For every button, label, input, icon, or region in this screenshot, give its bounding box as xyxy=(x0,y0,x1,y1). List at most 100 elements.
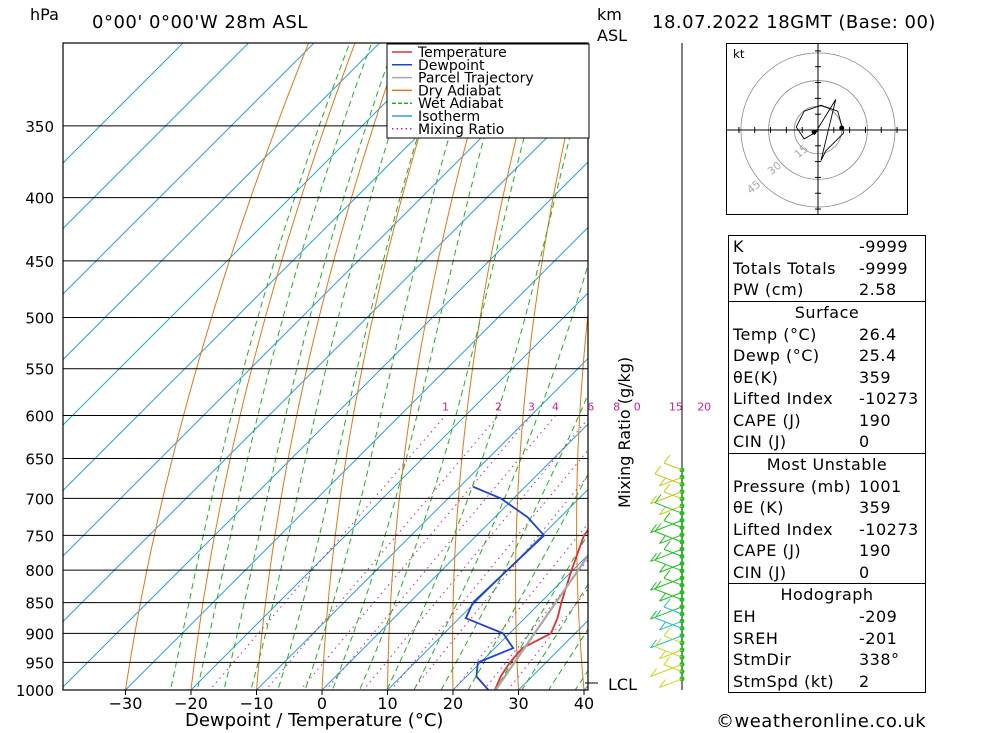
wind-barb xyxy=(659,476,683,487)
pressure-tick-label: 550 xyxy=(25,361,54,379)
wind-barb-flag xyxy=(650,524,657,533)
wind-barb-flag xyxy=(659,592,666,602)
pressure-tick-label: 400 xyxy=(25,190,54,208)
wind-barb xyxy=(654,617,683,629)
datetime-label: 18.07.2022 18GMT (Base: 00) xyxy=(652,12,936,33)
wind-barb-flag xyxy=(663,483,671,493)
index-label: CAPE (J) xyxy=(733,410,802,430)
hodograph-unit: kt xyxy=(733,47,745,61)
wind-barb-flag xyxy=(654,494,662,504)
index-value: 0 xyxy=(859,432,870,451)
wind-barb xyxy=(659,563,683,573)
index-value: 2 xyxy=(859,671,870,691)
hodo-row: StmSpd (kt) 2 xyxy=(729,671,925,693)
index-value: 338° xyxy=(859,650,900,669)
wind-barb xyxy=(663,606,683,615)
skewt-chart: 3504004505005506006507007508008509009501… xyxy=(16,0,720,731)
series-parcel-trajectory xyxy=(494,553,588,690)
pressure-tick-label: 900 xyxy=(25,625,54,643)
index-label: StmDir xyxy=(733,650,792,669)
pressure-axis: 350 400 450 500 550 600 650 700 750 800 850 900 950 1… xyxy=(16,118,54,700)
wind-barb xyxy=(650,663,683,678)
index-value: -10273 xyxy=(859,519,919,539)
surface-row: Temp (°C) 26.4 xyxy=(729,324,925,346)
index-value: 190 xyxy=(859,541,892,560)
x-tick-label: 30 xyxy=(508,694,528,713)
wind-barb-flag xyxy=(663,454,671,464)
index-label: StmSpd (kt) xyxy=(733,671,835,691)
most-unstable-title: Most Unstable xyxy=(766,454,888,474)
wind-barb-flag xyxy=(659,564,666,573)
index-value: -9999 xyxy=(859,237,908,256)
isotherm-line xyxy=(190,292,588,690)
wind-profile xyxy=(650,43,685,690)
index-label: CIN (J) xyxy=(733,562,787,582)
mixing-ratio-line xyxy=(265,415,499,690)
mixing-ratio-line xyxy=(412,474,588,690)
surface-row: CAPE (J) 190 xyxy=(729,410,925,432)
hodo-row: SREH -201 xyxy=(729,628,925,650)
index-label: CIN (J) xyxy=(733,432,787,451)
isotherm-line xyxy=(63,43,184,164)
x-tick-label: 20 xyxy=(443,694,463,713)
surface-row: Dewp (°C) 25.4 xyxy=(729,345,925,367)
indices-panel: K -9999 Totals Totals -9999 PW (cm) 2.58 Su… xyxy=(728,235,926,693)
most-unstable-indices: Most Unstable Pressure (mb) 1001 θE (K) 35… xyxy=(728,453,926,584)
mixing-ratio-label: 20 xyxy=(697,400,711,413)
isotherm-line xyxy=(63,43,381,361)
index-label: Lifted Index xyxy=(733,519,834,539)
wind-barb-flag xyxy=(650,581,657,591)
pressure-tick-label: 800 xyxy=(25,562,54,580)
index-label: PW (cm) xyxy=(733,280,804,299)
isotherm-line xyxy=(63,43,250,230)
surface-row: Lifted Index -10273 xyxy=(729,388,925,410)
index-label: K xyxy=(733,237,744,256)
wind-barb-flag xyxy=(663,569,671,579)
index-value: -10273 xyxy=(859,389,919,408)
temperature-axis: −30 −20 −10 0 10 20 30 40 xyxy=(109,690,594,713)
pressure-tick-label: 1000 xyxy=(16,682,54,700)
wet-adiabat-line xyxy=(494,533,588,690)
x-tick-label: 0 xyxy=(317,694,327,713)
legend-entry: Isotherm xyxy=(418,109,480,125)
wind-barb xyxy=(659,534,683,545)
wind-barb xyxy=(659,649,683,660)
wind-barb-flag xyxy=(659,477,666,487)
index-label: SREH xyxy=(733,628,779,648)
isotherm-line xyxy=(63,43,315,295)
legend-entry: Parcel Trajectory xyxy=(418,71,534,87)
wet-adiabat-line xyxy=(304,43,478,690)
wind-barb-flag xyxy=(654,523,662,532)
dry-adiabat-line xyxy=(190,43,356,690)
mixing-ratio-label: 8 xyxy=(613,400,620,413)
pressure-tick-label: 600 xyxy=(25,407,54,425)
wind-barb-flag xyxy=(654,551,662,561)
series-temperature xyxy=(494,528,588,690)
hodo-row: StmDir 338° xyxy=(729,649,925,671)
index-value: 25.4 xyxy=(859,346,897,365)
surface-title: Surface xyxy=(794,302,860,322)
mixing-ratio-label: 4 xyxy=(552,400,559,413)
wind-barb xyxy=(663,635,683,644)
wind-barb-flag xyxy=(654,609,662,619)
wind-barb xyxy=(663,462,683,471)
index-label: Totals Totals xyxy=(733,258,836,278)
hodo-storm-dot xyxy=(811,129,817,135)
index-value: 1001 xyxy=(859,476,902,496)
wind-barb xyxy=(654,531,683,543)
copyright-label: ©weatheronline.co.uk xyxy=(716,711,927,732)
wind-barb-flag xyxy=(659,679,666,688)
x-tick-label: −10 xyxy=(240,694,274,713)
index-label: CAPE (J) xyxy=(733,541,802,560)
dry-adiabat-line xyxy=(693,0,720,716)
mixing-ratio-line xyxy=(507,588,588,690)
wind-barb-flag xyxy=(663,627,671,637)
mixing-ratio-label: 1 xyxy=(442,400,449,413)
pressure-tick-label: 500 xyxy=(25,310,54,328)
mu-row: Lifted Index -10273 xyxy=(729,519,925,541)
isotherm-line xyxy=(452,554,588,690)
wind-barb-flag xyxy=(659,650,666,660)
isobars xyxy=(63,125,588,691)
index-value: 2.58 xyxy=(859,280,897,299)
